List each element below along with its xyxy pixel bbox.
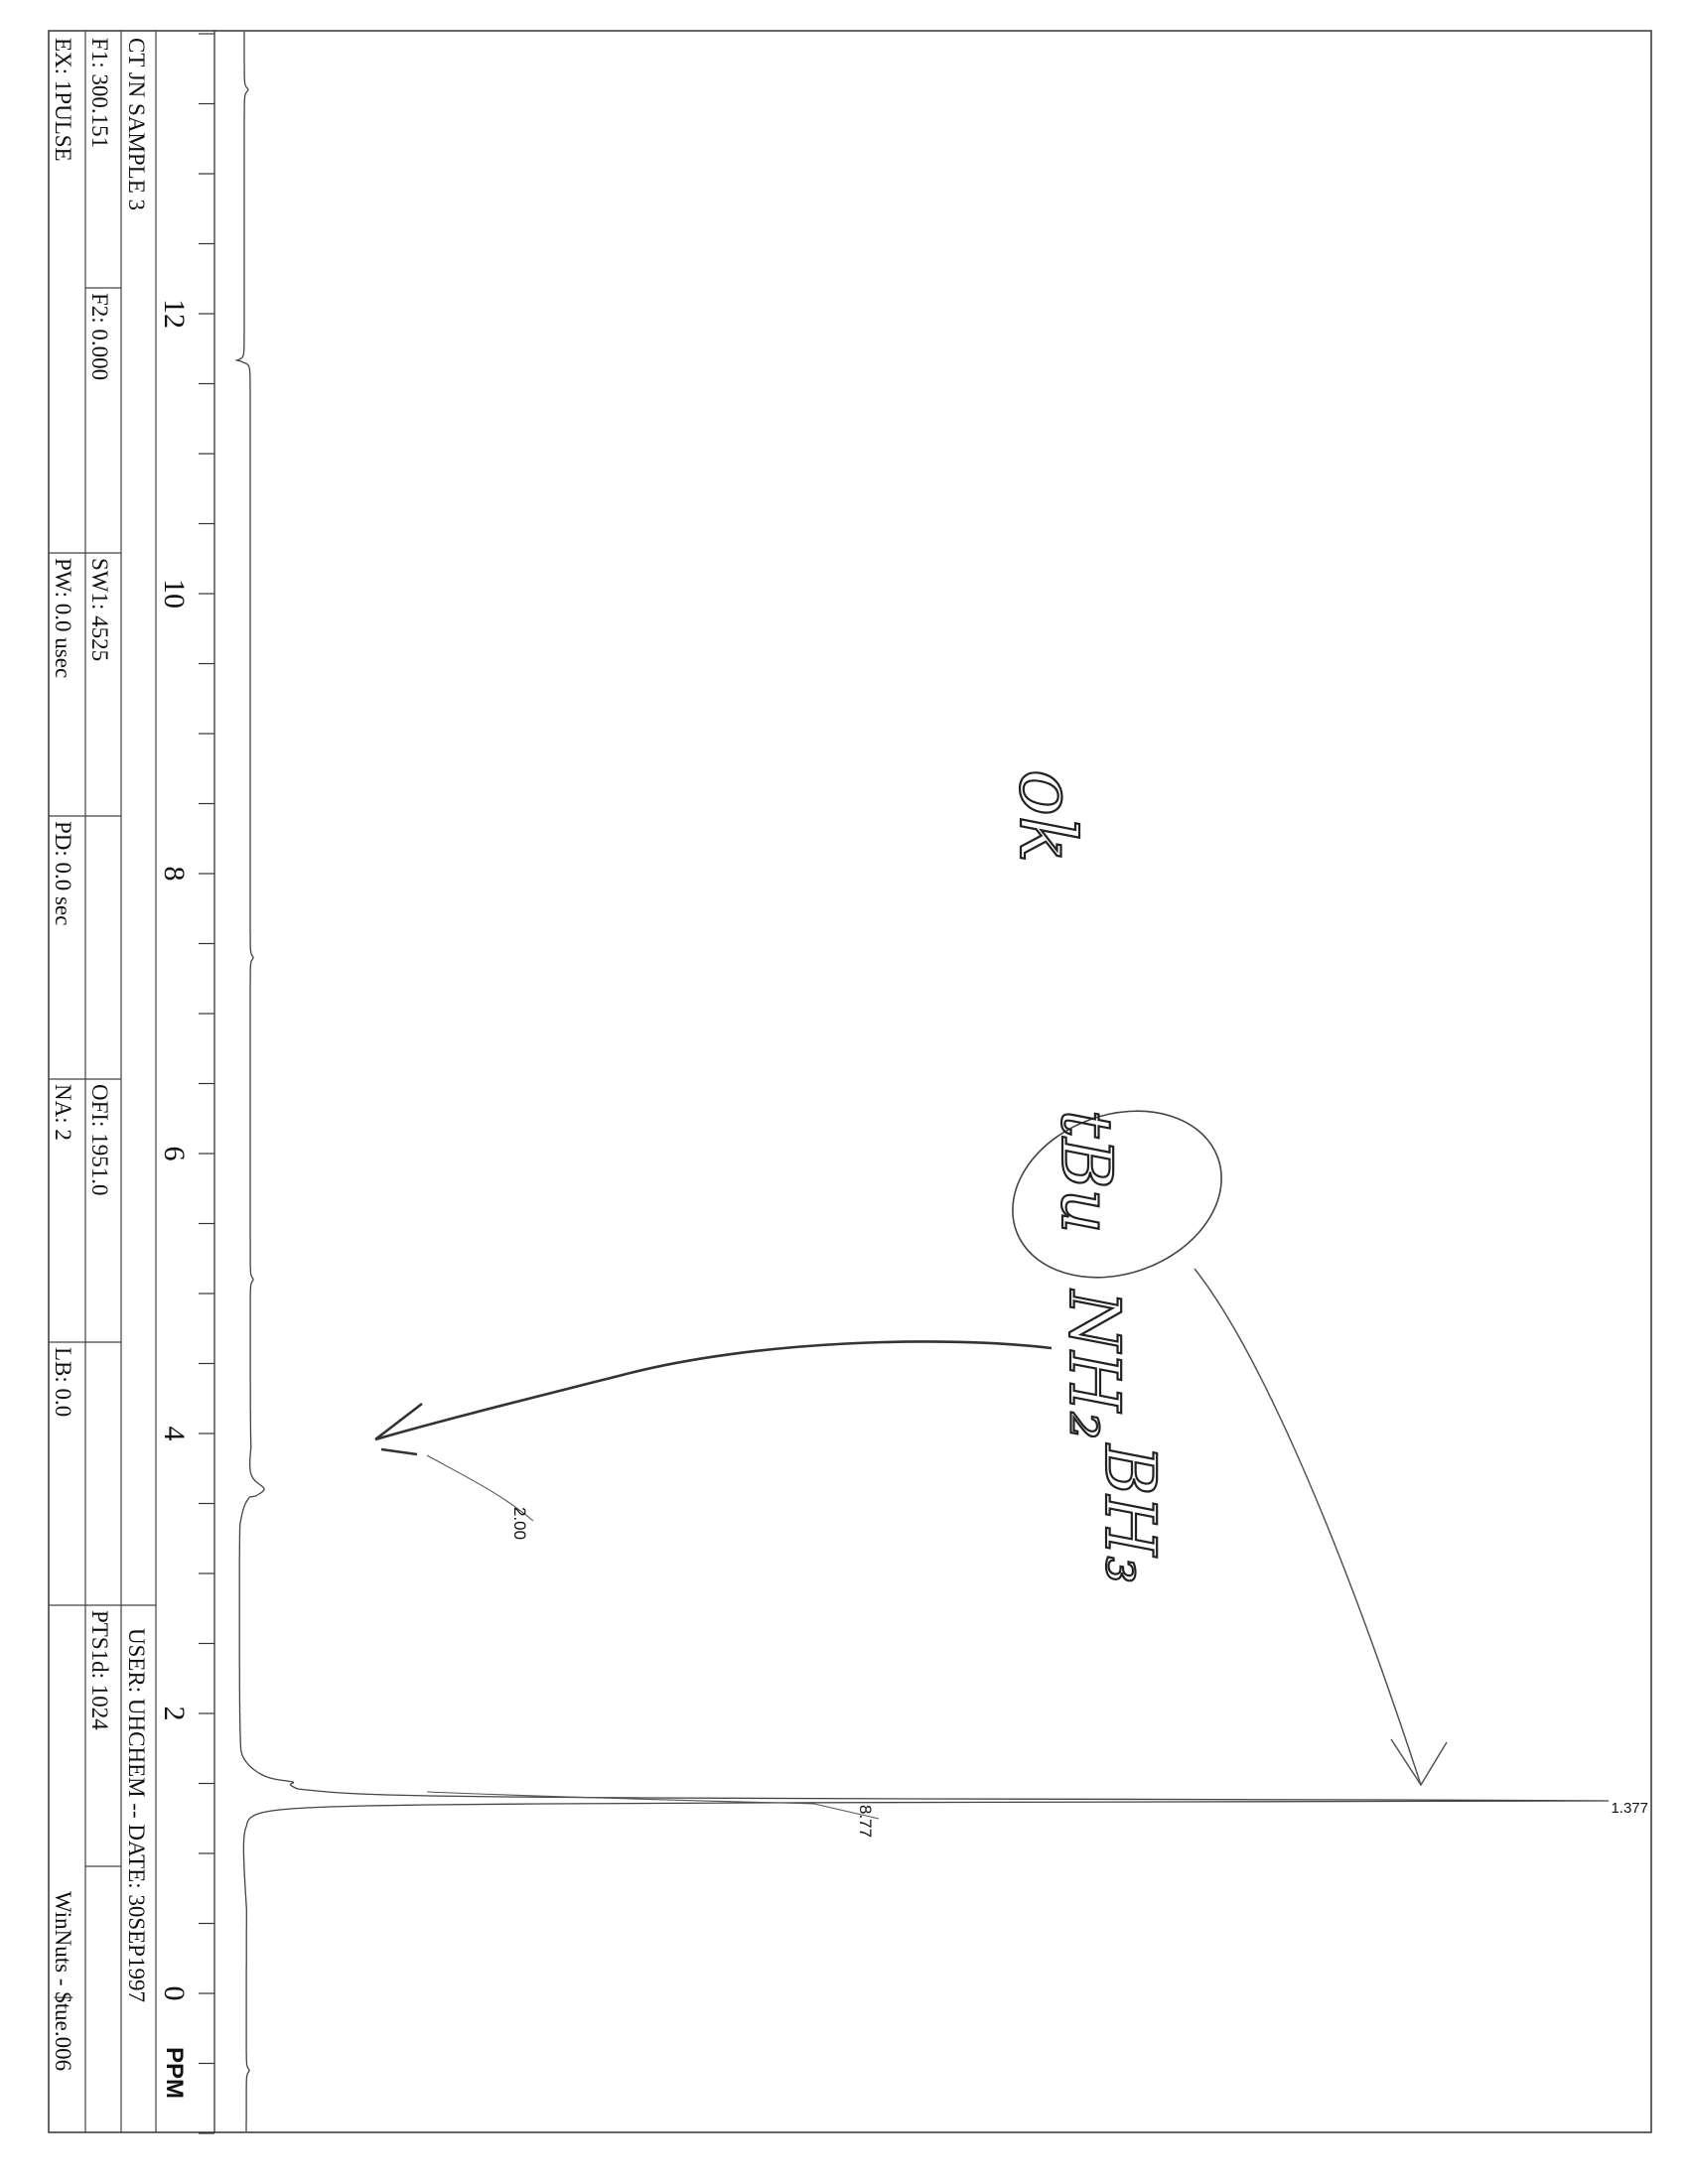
- parameter-table: [49, 31, 157, 2132]
- handwritten-arrow-to-1.377: [1194, 1268, 1422, 1786]
- peak-label-1: 1.377: [1611, 1800, 1648, 1817]
- integral-curve-2: [426, 1791, 880, 1820]
- spectrum-trace: [234, 32, 1610, 2131]
- param-f2: F2: 0.000: [87, 293, 112, 380]
- software-file: WinNuts - $tue.006: [51, 1891, 75, 2071]
- param-pts1d: PTS1d: 1024: [87, 1610, 112, 1730]
- arrowhead-icon: [1390, 1738, 1448, 1787]
- handwritten-annotations: ok tBu NH₂ BH₃: [374, 768, 1448, 1787]
- x-tick-label: 12: [158, 299, 191, 329]
- x-tick-label: 2: [158, 1706, 191, 1721]
- param-pw: PW: 0.0 usec: [51, 558, 75, 678]
- plot-frame: [48, 30, 1652, 2133]
- x-axis-tick-labels: 12 10 8 6 4 2 0: [158, 299, 191, 2001]
- handwritten-ok: ok: [1002, 769, 1091, 863]
- handwritten-nh2: NH₂: [1054, 1289, 1135, 1439]
- x-axis-ticks: [199, 33, 214, 2134]
- integral-label-2: 8.77: [856, 1805, 875, 1838]
- x-axis-label: PPM: [161, 2047, 188, 2099]
- x-tick-label: 0: [158, 1986, 191, 2001]
- handwritten-bh3: BH₃: [1089, 1442, 1171, 1584]
- arrowhead-icon: [374, 1402, 423, 1456]
- x-tick-label: 4: [158, 1427, 191, 1441]
- param-ofi: OFI: 1951.0: [87, 1084, 112, 1195]
- user-date: USER: UHCHEM -- DATE: 30SEP1997: [124, 1628, 149, 2002]
- param-f1: F1: 300.151: [87, 38, 112, 148]
- param-pd: PD: 0.0 sec: [51, 821, 75, 925]
- handwritten-tbu: tBu: [1046, 1110, 1127, 1234]
- handwritten-arrow-to-2.00: [374, 1340, 1053, 1441]
- param-sw1: SW1: 4525: [87, 558, 112, 661]
- param-ex: EX: 1PULSE: [51, 38, 75, 162]
- param-na: NA: 2: [51, 1084, 75, 1141]
- param-lb: LB: 0.0: [51, 1347, 75, 1417]
- integral-label-1: 2.00: [510, 1507, 529, 1540]
- sample-title: CT JN SAMPLE 3: [124, 38, 149, 210]
- handwritten-circle: [1012, 1110, 1222, 1279]
- x-tick-label: 6: [158, 1147, 191, 1161]
- integral-curve-1: [426, 1454, 534, 1522]
- x-tick-label: 10: [158, 579, 191, 609]
- x-tick-label: 8: [158, 867, 191, 882]
